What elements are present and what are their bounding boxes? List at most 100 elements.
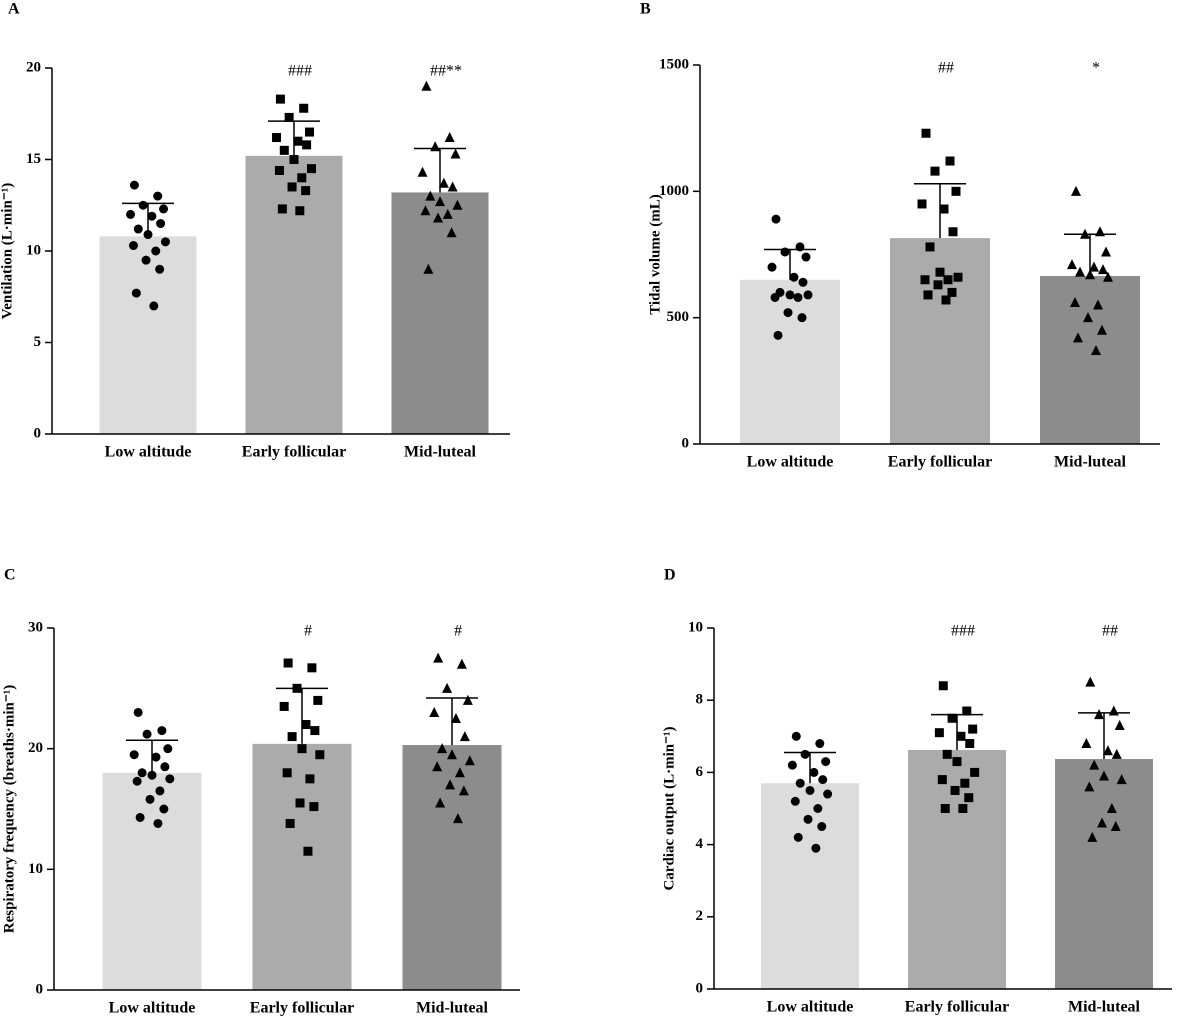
- x-tick-label: Mid-luteal: [404, 444, 477, 461]
- bar: [245, 155, 343, 434]
- data-point: [297, 173, 307, 183]
- annotation: #: [304, 623, 312, 640]
- data-point: [272, 133, 282, 143]
- data-point: [153, 191, 163, 201]
- data-point: [798, 277, 808, 287]
- bar: [1040, 275, 1140, 444]
- data-point: [947, 287, 957, 297]
- annotation: #: [454, 623, 462, 640]
- data-point: [447, 749, 457, 760]
- data-point: [454, 767, 465, 778]
- x-tick-label: Mid-luteal: [416, 1000, 489, 1017]
- y-tick-label: 10: [28, 861, 43, 877]
- data-point: [447, 181, 458, 192]
- data-point: [770, 292, 780, 302]
- bar: [102, 772, 202, 990]
- bar: [99, 236, 197, 434]
- panel: D Cardiac output (L·min⁻¹) 0 2 4 6 8 10 Low alti…: [661, 567, 1172, 1016]
- bar: [1055, 759, 1153, 989]
- data-point: [823, 789, 833, 799]
- data-point: [935, 267, 945, 277]
- y-tick-label: 20: [28, 740, 43, 756]
- error-bar: [276, 687, 328, 744]
- data-point: [145, 794, 155, 804]
- data-point: [446, 227, 457, 238]
- y-tick-label: 1500: [659, 56, 689, 72]
- data-point: [1099, 770, 1109, 781]
- data-point: [800, 749, 810, 759]
- annotation: ##**: [430, 63, 462, 80]
- annotation: ###: [951, 623, 975, 640]
- data-point: [435, 196, 445, 207]
- data-point: [292, 683, 302, 693]
- data-point: [155, 264, 165, 274]
- x-tick-label: Low altitude: [105, 444, 192, 461]
- data-point: [275, 94, 285, 104]
- data-point: [937, 775, 947, 785]
- data-point: [942, 749, 952, 759]
- data-point: [940, 804, 950, 813]
- panel-label: B: [640, 1, 651, 18]
- x-tick-label: Low altitude: [747, 454, 834, 471]
- y-tick-label: 500: [667, 309, 690, 325]
- data-point: [437, 743, 448, 754]
- data-point: [133, 707, 143, 717]
- data-point: [1101, 246, 1111, 257]
- data-point: [783, 308, 793, 318]
- data-point: [1075, 266, 1085, 277]
- y-tick-label: 2: [696, 908, 704, 924]
- data-point: [289, 155, 299, 164]
- data-point: [960, 778, 970, 788]
- data-point: [126, 209, 136, 219]
- data-point: [284, 112, 294, 122]
- data-point: [285, 818, 295, 828]
- data-point: [417, 166, 428, 177]
- data-point: [917, 199, 927, 209]
- data-point: [1067, 259, 1077, 270]
- error-bar: [764, 248, 816, 280]
- data-point: [306, 164, 316, 174]
- data-point: [950, 785, 960, 795]
- data-point: [945, 156, 955, 166]
- annotation: ##: [1102, 623, 1118, 640]
- y-tick-label: 0: [34, 425, 42, 441]
- data-point: [821, 757, 831, 767]
- panel-label: A: [8, 1, 20, 18]
- data-point: [948, 227, 958, 237]
- y-tick-label: 5: [34, 334, 42, 350]
- data-point: [773, 330, 783, 340]
- data-point: [133, 224, 143, 234]
- y-axis-label: Ventilation (L·min⁻¹): [0, 183, 15, 319]
- data-point: [1106, 803, 1117, 813]
- y-tick-label: 1000: [659, 183, 689, 199]
- data-point: [153, 818, 163, 828]
- data-point: [163, 744, 173, 754]
- data-point: [433, 652, 444, 663]
- data-point: [1084, 781, 1095, 792]
- data-point: [923, 290, 933, 300]
- y-tick-label: 20: [26, 59, 41, 75]
- data-point: [785, 290, 795, 300]
- data-point: [921, 128, 931, 138]
- panel-label: D: [664, 567, 676, 584]
- data-point: [811, 843, 821, 853]
- data-point: [156, 219, 166, 229]
- data-point: [442, 682, 453, 693]
- bar: [391, 192, 489, 434]
- y-tick-label: 15: [26, 151, 41, 167]
- data-point: [132, 776, 142, 786]
- data-point: [1081, 738, 1092, 749]
- data-point: [943, 275, 953, 285]
- data-point: [315, 750, 325, 760]
- data-point: [797, 313, 807, 323]
- data-point: [813, 804, 823, 813]
- data-point: [137, 768, 147, 778]
- data-point: [432, 761, 443, 772]
- data-point: [952, 757, 962, 767]
- data-point: [307, 663, 317, 673]
- y-tick-label: 30: [28, 619, 43, 635]
- data-point: [452, 813, 463, 824]
- data-point: [464, 755, 475, 766]
- data-point: [803, 290, 813, 300]
- data-point: [128, 241, 138, 251]
